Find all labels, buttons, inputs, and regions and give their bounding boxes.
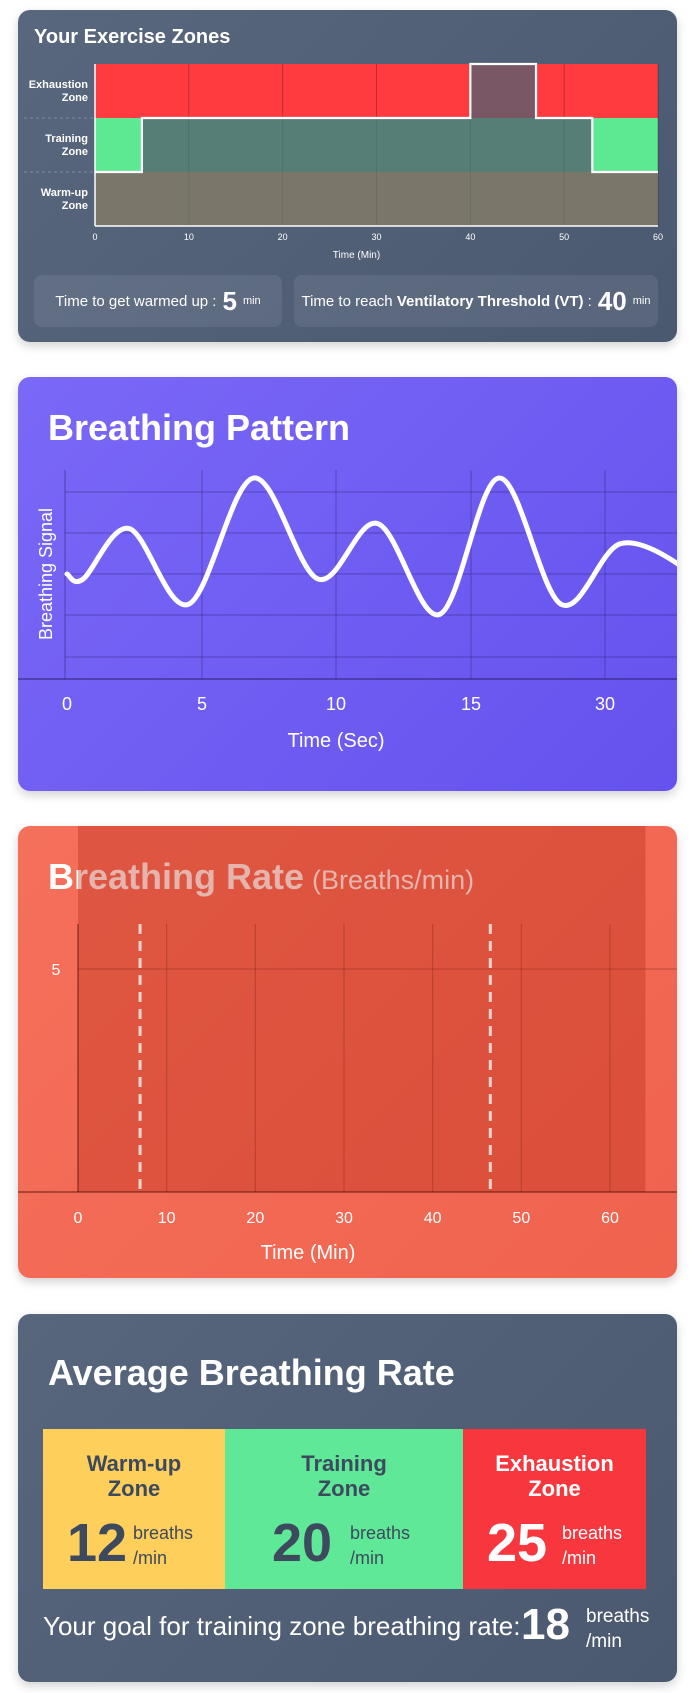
warmup-time-box: Time to get warmed up : 5 min xyxy=(34,275,282,327)
exhaustion-zone-name: Exhaustion Zone xyxy=(463,1451,646,1501)
warmup-zone-label: Warm-up Zone xyxy=(41,187,89,212)
goal-unit-line1: breaths xyxy=(586,1606,650,1627)
warmup-zone-unit-line1: breaths xyxy=(133,1523,194,1543)
zones-x-tick: 60 xyxy=(653,232,663,242)
exhaustion-zone-label: Exhaustion Zone xyxy=(29,79,89,104)
warmup-zone-unit: breaths/min xyxy=(133,1521,193,1571)
goal-unit-line2: /min xyxy=(586,1631,622,1652)
pattern-y-label: Breathing Signal xyxy=(36,508,56,640)
breathing-rate-subtitle: (Breaths/min) xyxy=(312,865,474,895)
zones-x-tick: 0 xyxy=(92,232,97,242)
zones-x-tick: 40 xyxy=(465,232,475,242)
warmup-zone-value: 12 xyxy=(67,1513,128,1573)
warmup-zone-box: Warm-up Zone 12 breaths/min xyxy=(43,1429,225,1589)
breathing-pattern-chart: 0 5 10 15 30 Time (Sec) Breathing Signal xyxy=(18,470,677,752)
training-zone-unit-line1: breaths xyxy=(350,1523,411,1543)
rate-x-tick: 10 xyxy=(158,1210,176,1227)
rate-x-tick: 50 xyxy=(512,1210,530,1227)
rate-x-label: Time (Min) xyxy=(261,1242,356,1264)
breathing-rate-card: Breathing Rate(Breaths/min) 510152025010… xyxy=(18,826,677,1278)
exercise-zones-chart: Exhaustion Zone Training Zone Warm-up Zone 0 10… xyxy=(24,62,663,261)
breathing-rate-title-main: Breathing Rate xyxy=(48,856,304,897)
vt-time-prefix: Time to reach xyxy=(301,292,393,310)
warmup-time-label: Time to get warmed up : xyxy=(55,292,217,310)
breathing-rate-title: Breathing Rate (Breaths/min) xyxy=(48,856,474,898)
zones-step-area xyxy=(95,64,658,226)
zone-band xyxy=(95,64,658,118)
training-zone-name-line2: Zone xyxy=(317,1476,371,1501)
exhaustion-zone-unit-line2: /min xyxy=(562,1548,597,1568)
vt-time-colon: : xyxy=(587,292,592,310)
breathing-signal-line xyxy=(64,475,677,617)
pattern-x-tick: 10 xyxy=(326,694,346,714)
goal-unit: breaths/min xyxy=(586,1604,649,1654)
breathing-pattern-title: Breathing Pattern xyxy=(48,407,351,448)
goal-value: 18 xyxy=(521,1600,570,1649)
breathing-rate-chart: 5101520250102030405060Time (Min) xyxy=(18,826,677,1264)
warmup-time-value: 5 xyxy=(222,285,237,316)
exhaustion-zone-name-line1: Exhaustion xyxy=(495,1451,614,1476)
rate-area xyxy=(78,826,646,1192)
training-zone-label: Training Zone xyxy=(45,133,88,158)
zones-x-tick: 50 xyxy=(559,232,569,242)
warmup-zone-name: Warm-up Zone xyxy=(43,1451,225,1501)
training-zone-unit: breaths/min xyxy=(350,1521,410,1571)
training-zone-value: 20 xyxy=(272,1513,333,1573)
pattern-x-tick: 30 xyxy=(595,694,615,714)
zones-step-line xyxy=(95,62,658,174)
training-zone-name: Training Zone xyxy=(225,1451,463,1501)
zones-x-label: Time (Min) xyxy=(333,250,380,261)
pattern-x-label: Time (Sec) xyxy=(287,730,384,752)
vt-time-label: Ventilatory Threshold (VT) xyxy=(396,292,584,310)
exhaustion-zone-unit-line1: breaths xyxy=(562,1523,623,1543)
rate-x-tick: 60 xyxy=(601,1210,619,1227)
exhaustion-zone-unit: breaths/min xyxy=(562,1521,622,1571)
pattern-x-tick: 0 xyxy=(62,694,72,714)
exercise-zones-title: Your Exercise Zones xyxy=(34,26,231,48)
warmup-zone-unit-line2: /min xyxy=(133,1548,168,1568)
rate-x-tick: 20 xyxy=(246,1210,264,1227)
warmup-time-unit: min xyxy=(242,295,261,307)
exercise-zones-card: Your Exercise Zones Exhaustion Zone Traini… xyxy=(18,10,677,342)
exhaustion-zone-name-line2: Zone xyxy=(528,1476,581,1501)
warmup-zone-name-line2: Zone xyxy=(107,1476,161,1501)
vt-time-unit: min xyxy=(632,295,651,307)
zones-x-tick: 10 xyxy=(184,232,194,242)
training-zone-unit-line2: /min xyxy=(350,1548,385,1568)
warmup-zone-name-line1: Warm-up xyxy=(86,1451,182,1476)
breathing-pattern-card: Breathing Pattern 0 5 10 15 30 Time (Sec) Brea… xyxy=(18,377,677,791)
rate-x-tick: 40 xyxy=(424,1210,442,1227)
rate-x-tick: 0 xyxy=(74,1210,83,1227)
average-breathing-title: Average Breathing Rate xyxy=(48,1352,455,1393)
exhaustion-zone-value: 25 xyxy=(487,1513,548,1573)
pattern-x-tick: 5 xyxy=(197,694,207,714)
pattern-x-tick: 15 xyxy=(461,694,481,714)
rate-x-tick: 30 xyxy=(335,1210,353,1227)
average-breathing-card: Average Breathing Rate Warm-up Zone 12 br… xyxy=(18,1314,677,1682)
training-zone-name-line1: Training xyxy=(301,1451,387,1476)
goal-text: Your goal for training zone breathing ra… xyxy=(43,1611,521,1641)
training-zone-box: Training Zone 20 breaths/min xyxy=(225,1429,463,1589)
rate-y-tick: 5 xyxy=(52,962,61,979)
vt-time-box: Time to reach Ventilatory Threshold (VT)… xyxy=(294,275,658,327)
zones-x-tick: 30 xyxy=(371,232,381,242)
exhaustion-zone-box: Exhaustion Zone 25 breaths/min xyxy=(463,1429,646,1589)
vt-time-value: 40 xyxy=(597,285,627,316)
zones-x-tick: 20 xyxy=(278,232,288,242)
